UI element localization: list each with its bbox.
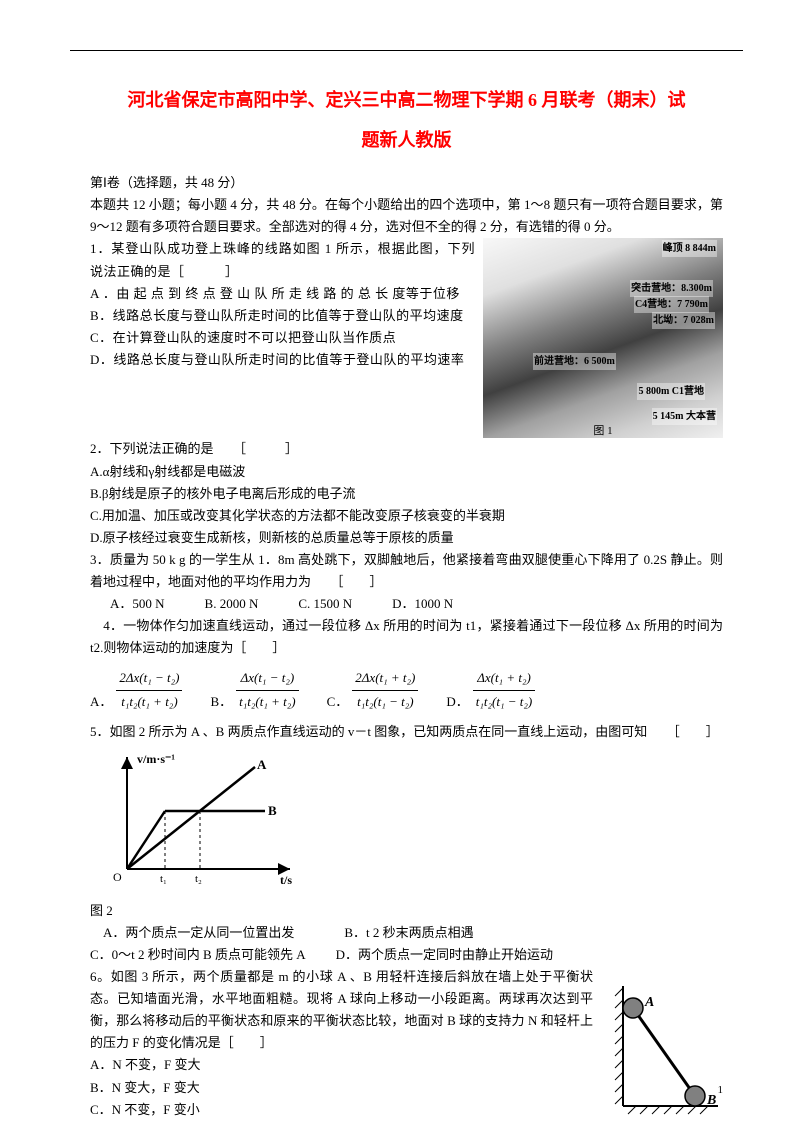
q4-option-a: A． 2Δx(t₁ − t₂) t₁t₂(t₁ + t₂) (90, 667, 182, 712)
q2-option-d: D.原子核经过衰变生成新核，则新核的总质量总等于原核的质量 (90, 527, 723, 549)
svg-text:t₂: t₂ (195, 873, 202, 885)
q1-option-c: C．在计算登山队的速度时不可以把登山队当作质点 (90, 327, 475, 349)
q3-stem: 3．质量为 50 k g 的一学生从 1．8m 高处跳下，双脚触地后，他紧接着弯… (90, 549, 723, 593)
question-6-text: 6。如图 3 所示，两个质量都是 m 的小球 A 、B 用轻杆连接后斜放在墙上处… (90, 966, 593, 1121)
question-1-text: 1．某登山队成功登上珠峰的线路如图 1 所示，根据此图，下列说法正确的是［ ］ … (90, 238, 475, 438)
top-rule (70, 50, 743, 51)
camp4-label: 前进营地：6 500m (533, 353, 616, 370)
q4-b-num: Δx(t₁ − t₂) (236, 667, 298, 690)
q4-label-c: C． (327, 691, 349, 713)
figure-1-caption: 图 1 (593, 422, 612, 441)
q2-option-c: C.用加温、加压或改变其化学状态的方法都不能改变原子核衰变的半衰期 (90, 505, 723, 527)
instructions: 本题共 12 小题；每小题 4 分，共 48 分。在每个小题给出的四个选项中，第… (90, 194, 723, 238)
svg-text:O: O (113, 870, 122, 884)
q4-formulas: A． 2Δx(t₁ − t₂) t₁t₂(t₁ + t₂) B． Δx(t₁ −… (90, 667, 723, 712)
q3-option-c: C. 1500 N (298, 593, 352, 615)
q2-stem: 2．下列说法正确的是 ［ ］ (90, 438, 723, 460)
figure-2-vt-graph: v/m·s⁻¹ t/s O A B t₁ t₂ (105, 749, 305, 889)
title-line-2: 题新人教版 (90, 121, 723, 161)
q4-a-den: t₁t₂(t₁ + t₂) (116, 691, 182, 713)
q4-c-num: 2Δx(t₁ + t₂) (352, 667, 418, 690)
q2-option-a: A.α射线和γ射线都是电磁波 (90, 461, 723, 483)
q4-label-d: D． (446, 691, 468, 713)
svg-text:B: B (706, 1093, 716, 1108)
camp2-label: C4营地：7 790m (634, 296, 709, 313)
q1-option-b: B．线路总长度与登山队所走时间的比值等于登山队的平均速度 (90, 305, 475, 327)
q4-option-b: B． Δx(t₁ − t₂) t₁t₂(t₁ + t₂) (210, 667, 298, 712)
q4-stem: 4．一物体作匀加速直线运动，通过一段位移 Δx 所用的时间为 t1，紧接着通过下… (90, 615, 723, 659)
q1-option-a: A ．由 起 点 到 终 点 登 山 队 所 走 线 路 的 总 长 度等于位移 (90, 283, 475, 305)
question-6-block: 6。如图 3 所示，两个质量都是 m 的小球 A 、B 用轻杆连接后斜放在墙上处… (90, 966, 723, 1121)
svg-text:v/m·s⁻¹: v/m·s⁻¹ (137, 752, 175, 766)
q6-option-b: B．N 变大，F 变大 (90, 1077, 593, 1099)
q3-option-b: B. 2000 N (205, 593, 259, 615)
figure-1-mountain: 峰顶 8 844m 突击营地：8.300m C4营地：7 790m 北坳：7 0… (483, 238, 723, 438)
q4-label-a: A． (90, 691, 112, 713)
q4-option-c: C． 2Δx(t₁ + t₂) t₁t₂(t₁ − t₂) (327, 667, 419, 712)
q5-option-b: B．t 2 秒末两质点相遇 (344, 922, 473, 944)
q4-c-den: t₁t₂(t₁ − t₂) (352, 691, 418, 713)
svg-text:A: A (257, 757, 267, 772)
camp6-label: 5 145m 大本营 (652, 408, 717, 425)
q5-options-row2: C．0～t 2 秒时间内 B 质点可能领先 A D．两个质点一定同时由静止开始运… (90, 944, 723, 966)
q4-label-b: B． (210, 691, 232, 713)
section-1-heading: 第Ⅰ卷（选择题，共 48 分） (90, 172, 723, 194)
q3-option-a: A．500 N (110, 593, 165, 615)
exam-title: 河北省保定市高阳中学、定兴三中高二物理下学期 6 月联考（期末）试 题新人教版 (90, 81, 723, 160)
svg-text:t/s: t/s (280, 873, 292, 887)
peak-label: 峰顶 8 844m (662, 240, 717, 257)
q2-option-b: B.β射线是原子的核外电子电离后形成的电子流 (90, 483, 723, 505)
q6-option-c: C．N 不变，F 变小 (90, 1099, 593, 1121)
q6-stem: 6。如图 3 所示，两个质量都是 m 的小球 A 、B 用轻杆连接后斜放在墙上处… (90, 966, 593, 1054)
q3-options: A．500 N B. 2000 N C. 1500 N D．1000 N (110, 593, 723, 615)
q4-d-den: t₁t₂(t₁ − t₂) (473, 691, 535, 713)
q1-option-d: D．线路总长度与登山队所走时间的比值等于登山队的平均速率 (90, 349, 475, 371)
camp1-label: 突击营地：8.300m (630, 280, 713, 297)
q4-d-num: Δx(t₁ + t₂) (473, 667, 535, 690)
svg-text:A: A (644, 995, 654, 1010)
q5-stem: 5．如图 2 所示为 A 、B 两质点作直线运动的 v－t 图象，已知两质点在同… (90, 721, 723, 743)
svg-text:B: B (268, 803, 277, 818)
figure-2-caption: 图 2 (90, 900, 723, 922)
q5-option-c: C．0～t 2 秒时间内 B 质点可能领先 A (90, 944, 306, 966)
q4-a-num: 2Δx(t₁ − t₂) (116, 667, 182, 690)
page-number: 1 (718, 1081, 724, 1100)
q3-option-d: D．1000 N (392, 593, 453, 615)
camp3-label: 北坳：7 028m (652, 312, 715, 329)
q4-b-den: t₁t₂(t₁ + t₂) (236, 691, 298, 713)
q5-options-row1: A．两个质点一定从同一位置出发 B．t 2 秒末两质点相遇 (90, 922, 723, 944)
svg-text:t₁: t₁ (160, 873, 167, 885)
title-line-1: 河北省保定市高阳中学、定兴三中高二物理下学期 6 月联考（期末）试 (90, 81, 723, 121)
q4-option-d: D． Δx(t₁ + t₂) t₁t₂(t₁ − t₂) (446, 667, 535, 712)
q5-option-d: D．两个质点一定同时由静止开始运动 (336, 944, 553, 966)
figure-3-wall-balls: A B (603, 986, 723, 1116)
q1-stem: 1．某登山队成功登上珠峰的线路如图 1 所示，根据此图，下列说法正确的是［ ］ (90, 238, 475, 282)
q6-option-a: A．N 不变，F 变大 (90, 1054, 593, 1076)
question-1-block: 1．某登山队成功登上珠峰的线路如图 1 所示，根据此图，下列说法正确的是［ ］ … (90, 238, 723, 438)
q5-option-a: A．两个质点一定从同一位置出发 (90, 922, 294, 944)
camp5-label: 5 800m C1营地 (637, 383, 705, 400)
